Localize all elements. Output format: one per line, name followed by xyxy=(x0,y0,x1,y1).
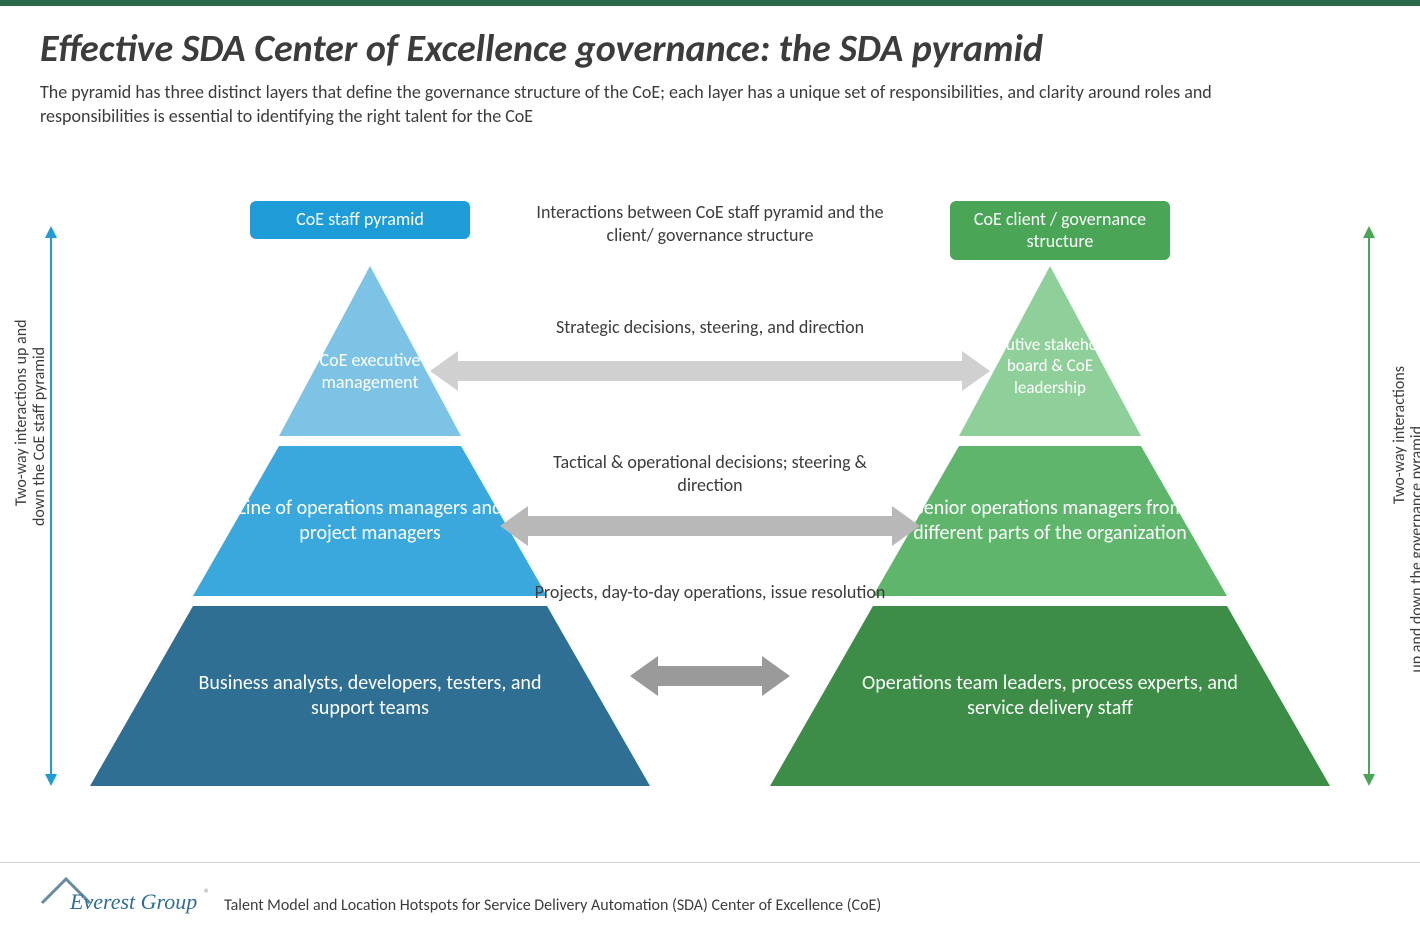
footer: Everest Group ® Talent Model and Locatio… xyxy=(0,862,1420,945)
center-description: Interactions between CoE staff pyramid a… xyxy=(530,201,890,246)
right-tier-3-label: Operations team leaders, process experts… xyxy=(840,671,1260,721)
double-arrow-1 xyxy=(430,351,990,391)
brand-text: Everest Group xyxy=(69,889,197,914)
double-arrow-3 xyxy=(630,656,790,696)
right-side-label-1: Two-way interactions xyxy=(1390,366,1409,504)
interaction-label-2: Tactical & operational decisions; steeri… xyxy=(530,451,890,496)
page-subtitle: The pyramid has three distinct layers th… xyxy=(0,80,1300,129)
right-tier-3: Operations team leaders, process experts… xyxy=(770,606,1330,786)
brand-logo: Everest Group ® xyxy=(40,873,210,915)
double-arrow-2 xyxy=(500,506,920,546)
left-tier-2-label: Line of operations managers and project … xyxy=(220,496,520,546)
interaction-label-3: Projects, day-to-day operations, issue r… xyxy=(530,581,890,604)
left-pyramid-title-box: CoE staff pyramid xyxy=(250,201,470,239)
right-side-label-2: up and down the governance pyramid xyxy=(1408,426,1420,673)
interaction-label-1: Strategic decisions, steering, and direc… xyxy=(530,316,890,339)
right-two-way-arrow xyxy=(1368,226,1370,786)
left-side-label-1: Two-way interactions up and xyxy=(12,319,31,506)
registered-mark: ® xyxy=(204,887,210,901)
right-tier-2-label: Senior operations managers from differen… xyxy=(890,496,1210,546)
footer-text: Talent Model and Location Hotspots for S… xyxy=(224,896,881,915)
right-pyramid-title-box: CoE client / governance structure xyxy=(950,201,1170,260)
left-side-label-2: down the CoE staff pyramid xyxy=(30,347,49,526)
left-tier-3-label: Business analysts, developers, testers, … xyxy=(160,671,580,721)
diagram-stage: Two-way interactions up and down the CoE… xyxy=(0,206,1420,856)
page-title: Effective SDA Center of Excellence gover… xyxy=(0,6,1420,80)
left-two-way-arrow xyxy=(50,226,52,786)
left-tier-3: Business analysts, developers, testers, … xyxy=(90,606,650,786)
